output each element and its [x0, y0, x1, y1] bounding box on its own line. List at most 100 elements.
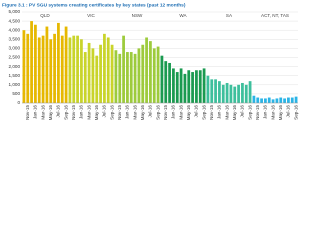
- x-tick-label: Mar-16: [178, 105, 183, 120]
- x-tick-label: Jul-16: [102, 105, 107, 118]
- y-tick-label: 4,500: [9, 18, 21, 23]
- bar: [45, 26, 49, 104]
- x-tick-label: Nov-15: [25, 105, 30, 120]
- bar: [133, 53, 137, 103]
- x-tick-label: May-16: [278, 105, 283, 121]
- bar: [41, 35, 45, 103]
- bar: [60, 35, 64, 103]
- bar: [187, 70, 191, 103]
- group-label: WA: [179, 13, 187, 18]
- bar: [64, 26, 68, 104]
- bar: [264, 98, 267, 103]
- y-tick-label: 3,500: [9, 37, 21, 42]
- bar: [110, 44, 114, 103]
- y-tick-label: 1,000: [9, 82, 21, 87]
- bar: [87, 42, 91, 103]
- bar: [126, 52, 129, 103]
- bar: [195, 70, 198, 103]
- bar: [225, 82, 229, 103]
- bar: [283, 98, 286, 103]
- bar: [168, 62, 171, 103]
- bar: [99, 44, 102, 103]
- bar: [22, 30, 26, 104]
- bar: [72, 35, 76, 103]
- x-tick-label: Sep-16: [155, 105, 160, 120]
- bar: [57, 22, 60, 104]
- bar: [49, 39, 53, 103]
- bar: [26, 33, 30, 104]
- x-tick-label: Mar-16: [270, 105, 275, 120]
- bar: [30, 21, 33, 104]
- bar: [214, 79, 217, 103]
- x-tick-label: Jan-16: [171, 105, 176, 119]
- x-tick-label: Jan-16: [79, 105, 84, 119]
- x-tick-label: Sep-16: [293, 105, 298, 120]
- bar: [183, 73, 187, 103]
- x-tick-label: Jan-16: [33, 105, 38, 119]
- y-tick-label: 4,000: [9, 27, 21, 32]
- bar: [191, 72, 194, 103]
- x-tick-label: May-16: [140, 105, 145, 121]
- x-tick-label: Jul-16: [56, 105, 61, 118]
- x-tick-label: Mar-16: [132, 105, 137, 120]
- x-tick-label: Mar-16: [86, 105, 91, 120]
- bar: [175, 72, 179, 103]
- y-tick-label: 5,000: [9, 9, 21, 14]
- x-tick-label: May-16: [232, 105, 237, 121]
- bar: [149, 41, 152, 103]
- bar: [152, 48, 156, 103]
- bar: [103, 33, 106, 104]
- bar: [122, 35, 125, 103]
- bar: [114, 50, 118, 103]
- bar: [156, 46, 160, 103]
- group-label: VIC: [87, 13, 95, 18]
- x-tick-label: Nov-15: [209, 105, 214, 120]
- chart-title: Figure 3.1 : PV SGU systems creating cer…: [2, 2, 186, 8]
- bar: [172, 68, 175, 103]
- bar: [248, 81, 252, 103]
- bar: [141, 44, 145, 103]
- x-tick-label: Jul-16: [148, 105, 153, 118]
- group-label: SA: [226, 13, 233, 18]
- bar: [95, 55, 99, 103]
- chart: Figure 3.1 : PV SGU systems creating cer…: [2, 2, 298, 121]
- bar: [53, 33, 56, 104]
- bar: [210, 79, 214, 103]
- x-tick-label: Jan-16: [263, 105, 268, 119]
- x-tick-label: Nov-15: [255, 105, 260, 120]
- bar: [271, 99, 275, 103]
- bar: [137, 48, 141, 103]
- page: Figure 3.1 : PV SGU systems creating cer…: [2, 2, 299, 121]
- bar: [260, 98, 263, 103]
- bar: [294, 96, 298, 103]
- x-tick-label: Jan-16: [125, 105, 130, 119]
- bar: [80, 39, 83, 103]
- bar: [179, 68, 183, 103]
- bar: [275, 98, 279, 103]
- group-label: QLD: [40, 13, 50, 18]
- bar: [83, 52, 87, 103]
- bar: [229, 84, 233, 103]
- bar: [244, 84, 248, 103]
- x-tick-label: Jan-16: [217, 105, 222, 119]
- group-label: NSW: [132, 13, 143, 18]
- x-tick-label: Nov-15: [71, 105, 76, 120]
- bar: [206, 75, 210, 103]
- y-tick-label: 2,000: [9, 64, 21, 69]
- bar: [164, 61, 168, 103]
- y-tick-label: 3,000: [9, 46, 21, 51]
- x-tick-label: May-16: [94, 105, 99, 121]
- bar: [221, 84, 225, 103]
- bar: [91, 48, 95, 103]
- x-tick-label: May-16: [186, 105, 191, 121]
- x-tick-label: Jul-16: [286, 105, 291, 118]
- bar: [129, 52, 133, 103]
- x-tick-label: Nov-15: [163, 105, 168, 120]
- bar: [145, 37, 148, 104]
- bar: [290, 97, 294, 103]
- x-tick-label: Sep-16: [109, 105, 114, 120]
- y-tick-label: 2,500: [9, 55, 21, 60]
- bar: [34, 24, 37, 104]
- x-tick-label: Nov-15: [117, 105, 122, 120]
- bar: [218, 81, 221, 103]
